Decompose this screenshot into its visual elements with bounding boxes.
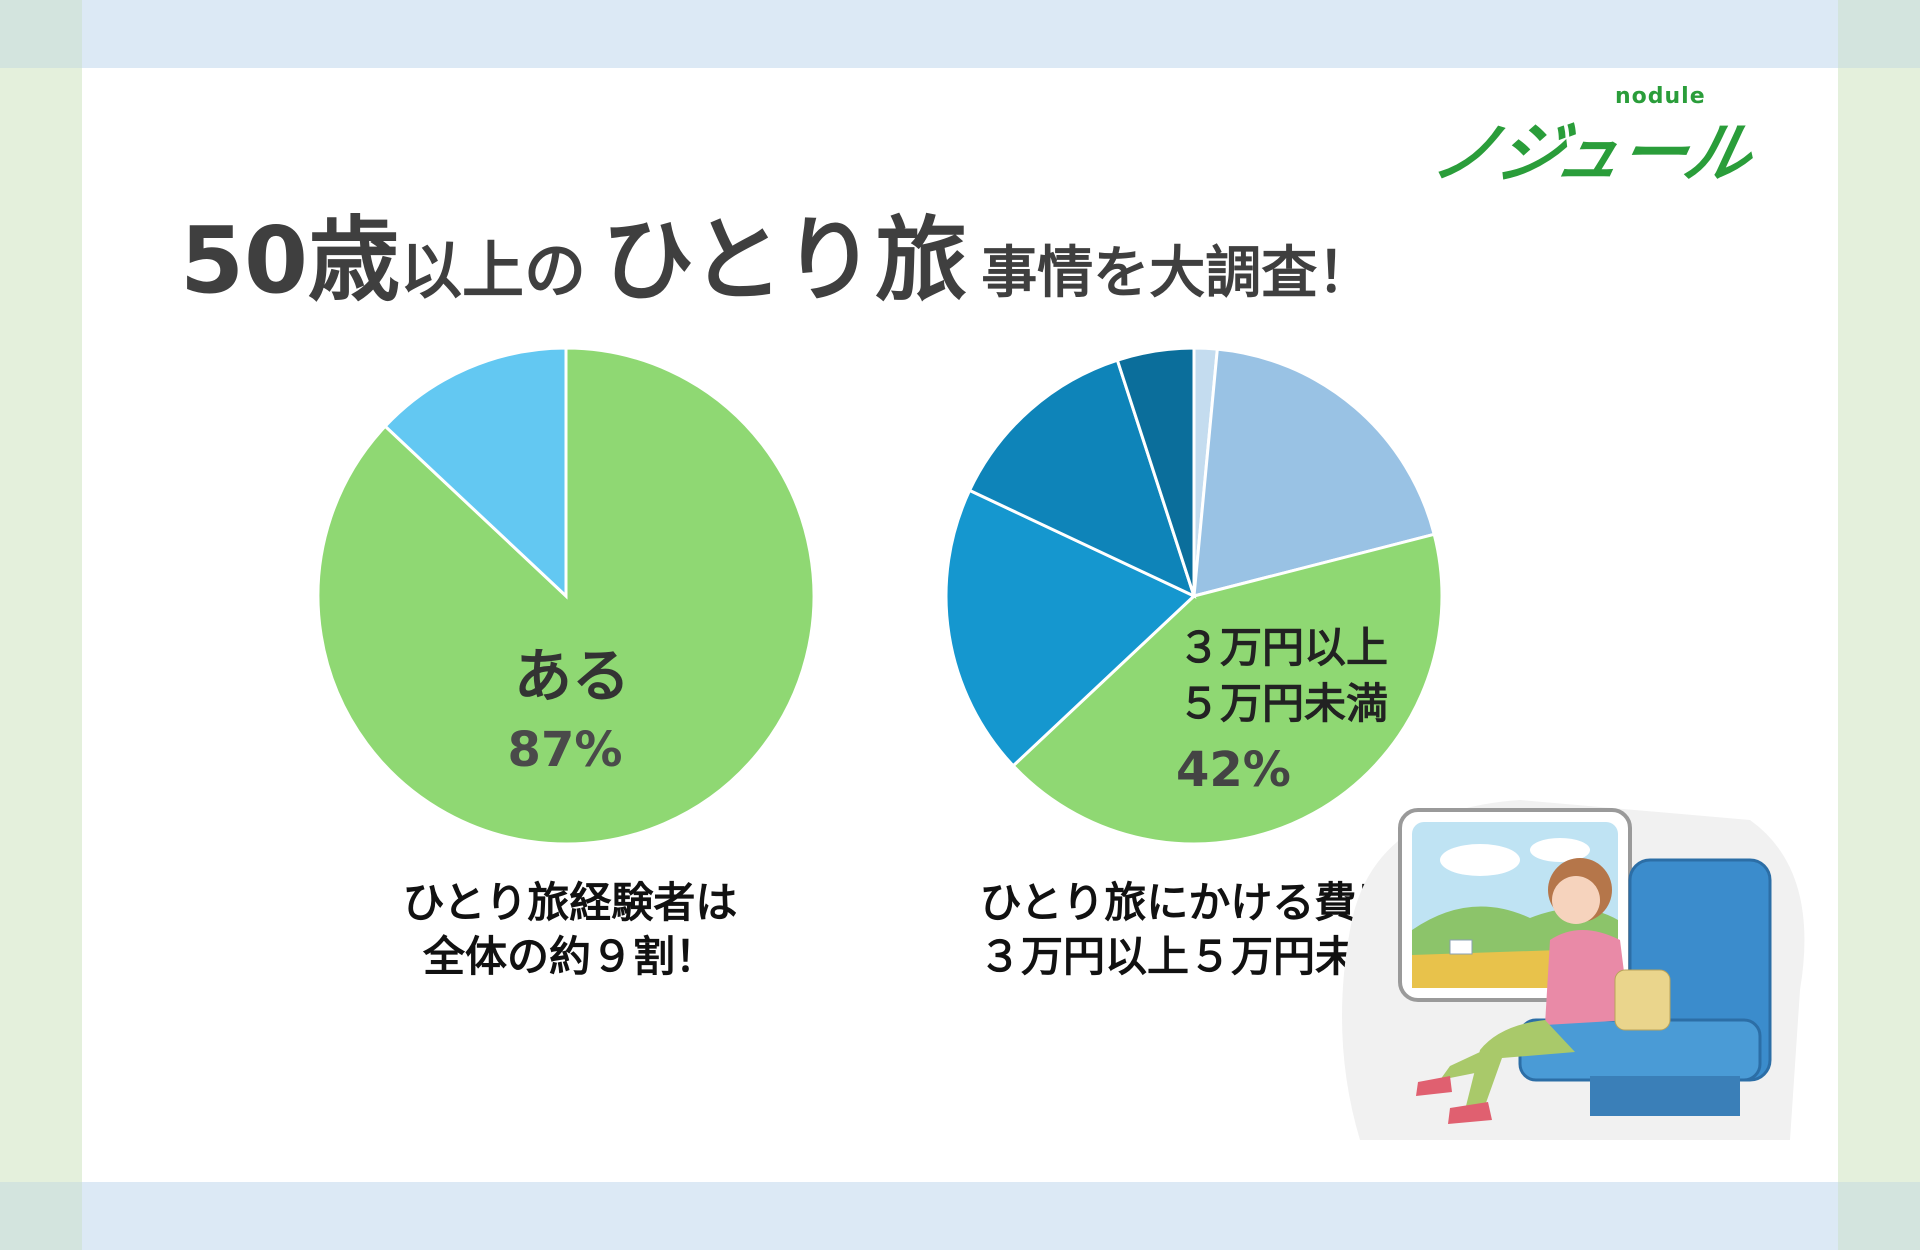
frame-corner: [1838, 0, 1920, 68]
title-part-age: 50歳: [180, 207, 401, 314]
caption-experience: ひとり旅経験者は 全体の約９割！: [340, 876, 800, 984]
frame-left: [0, 0, 82, 1250]
pie2-label-line2: ５万円未満: [1178, 679, 1388, 728]
pie-chart-experience: [316, 346, 816, 846]
pie-slice-5: [1115, 346, 1196, 597]
nodule-logo: nodule ノジュール: [1415, 80, 1815, 192]
pie-slice-1: [383, 346, 568, 600]
pie2-value: 42%: [1176, 742, 1291, 798]
title-part-survey: 事情を大調査！: [981, 241, 1374, 306]
train-traveler-illustration: [1342, 800, 1805, 1140]
title-part-solo-travel: ひとり旅: [602, 207, 968, 314]
title-part-over: 以上の: [400, 234, 587, 307]
frame-top: [0, 0, 1920, 68]
pie-slice-4: [967, 358, 1197, 599]
pie-chart-cost: [944, 346, 1444, 846]
frame-right: [1838, 0, 1920, 1250]
frame-corner: [0, 1182, 82, 1250]
frame-corner: [0, 0, 82, 68]
pie1-value: 87%: [508, 722, 623, 778]
caption-line: ひとり旅経験者は: [402, 878, 738, 927]
pie1-label: ある: [514, 642, 630, 710]
caption-line: 全体の約９割！: [422, 932, 717, 981]
page-title: 50歳以上の ひとり旅 事情を大調査！: [180, 186, 1740, 316]
frame-corner: [1838, 1182, 1920, 1250]
logo-subtext: nodule: [1615, 84, 1706, 109]
pie2-label-line1: ３万円以上: [1178, 623, 1388, 672]
pie-slice-3: [944, 488, 1197, 768]
frame-bottom: [0, 1182, 1920, 1250]
pie-slice-2: [1011, 532, 1444, 846]
pie-slice-1: [1192, 347, 1437, 598]
